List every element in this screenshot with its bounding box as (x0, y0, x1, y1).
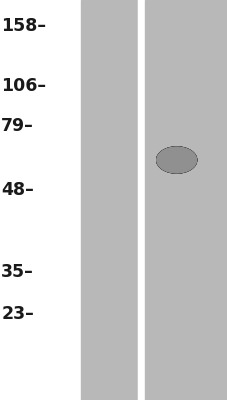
Ellipse shape (156, 147, 196, 173)
Text: 106–: 106– (1, 77, 46, 95)
Ellipse shape (156, 147, 196, 173)
Ellipse shape (160, 149, 192, 171)
Text: 23–: 23– (1, 305, 34, 323)
Text: 79–: 79– (1, 117, 34, 135)
Ellipse shape (156, 147, 196, 173)
Ellipse shape (166, 154, 186, 166)
Bar (145, 0, 227, 400)
Bar (81, 0, 138, 400)
Ellipse shape (156, 147, 196, 173)
Text: 35–: 35– (1, 263, 34, 281)
Text: 158–: 158– (1, 17, 46, 35)
Ellipse shape (156, 147, 196, 173)
Ellipse shape (163, 152, 189, 168)
Ellipse shape (172, 157, 180, 163)
Ellipse shape (169, 156, 183, 164)
Ellipse shape (156, 147, 196, 173)
Ellipse shape (156, 147, 196, 173)
Text: 48–: 48– (1, 181, 34, 199)
